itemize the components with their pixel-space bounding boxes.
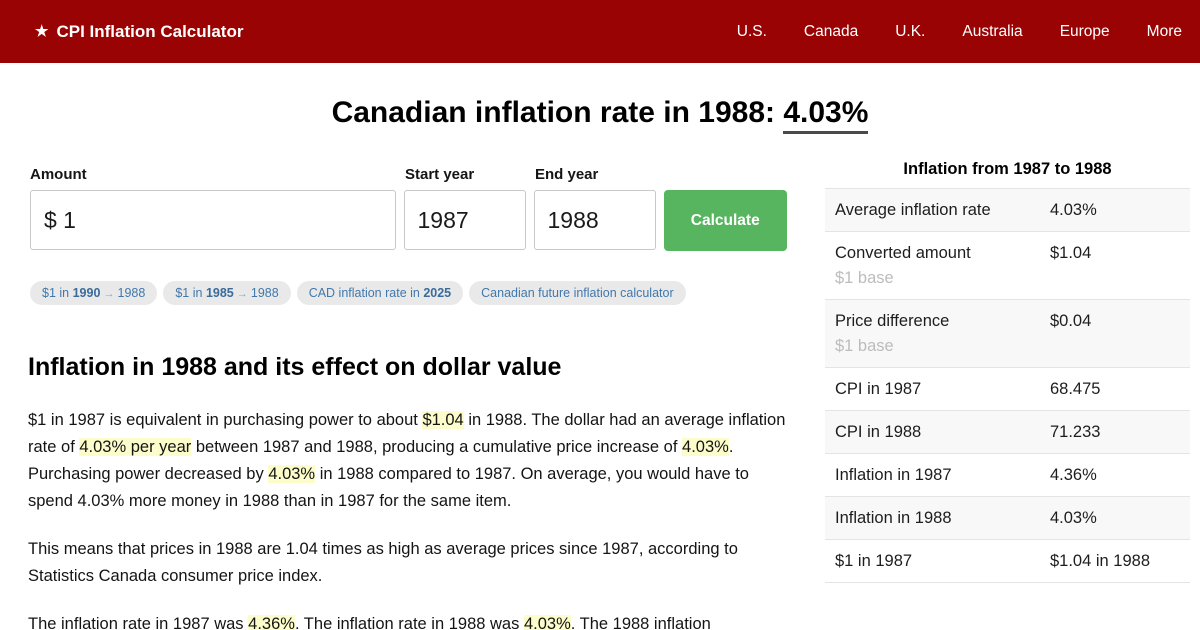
- row-label-text: Price difference: [835, 312, 950, 330]
- row-value: $1.04: [1050, 244, 1092, 262]
- text-segment: This means that prices in 1988 are 1.04 …: [28, 540, 738, 585]
- related-link-chip-3[interactable]: CAD inflation rate in 2025: [296, 281, 464, 305]
- row-label-text: CPI in 1988: [835, 423, 922, 441]
- text-segment: The inflation rate in 1987 was: [28, 615, 249, 630]
- summary-row-inflation-in-1988: Inflation in 1988 4.03%: [825, 496, 1190, 539]
- row-label: $1 in 1987: [835, 550, 1050, 572]
- highlighted-value: 4.03%: [523, 615, 571, 630]
- row-label: CPI in 1988: [835, 421, 1050, 443]
- text-segment: →: [100, 288, 118, 300]
- summary-row-1-in-1987: $1 in 1987 $1.04 in 1988: [825, 539, 1190, 582]
- text-segment: 2025: [423, 286, 452, 300]
- text-segment: . Purchasing power decreased by: [28, 438, 734, 483]
- calculator-fields: Calculate: [30, 190, 787, 251]
- highlighted-value: 4.03%: [268, 465, 316, 483]
- row-label-text: CPI in 1987: [835, 380, 922, 398]
- row-value: 71.233: [1050, 423, 1101, 441]
- highlighted-value: 4.36%: [248, 615, 295, 630]
- paragraph: $1 in 1987 is equivalent in purchasing p…: [28, 407, 790, 515]
- calculator-labels: Amount Start year End year: [30, 166, 787, 183]
- end-year-input[interactable]: [533, 190, 656, 250]
- page-title: Canadian inflation rate in 1988: 4.03%: [0, 96, 1200, 134]
- text-segment: $1 in: [42, 286, 73, 300]
- brand-home-link[interactable]: ★ CPI Inflation Calculator: [35, 22, 243, 42]
- summary-row-price-difference: Price difference $1 base $0.04: [825, 299, 1190, 367]
- row-label: Converted amount $1 base: [835, 242, 1050, 289]
- text-segment: $1 in 1987 is equivalent in purchasing p…: [28, 411, 423, 429]
- text-segment: 1990: [72, 286, 101, 300]
- related-links: $1 in 1990 → 1988 $1 in 1985 → 1988 CAD in…: [30, 281, 1200, 305]
- article-heading: Inflation in 1988 and its effect on doll…: [28, 353, 562, 381]
- end-year-label: End year: [535, 166, 599, 183]
- calculator-form: Amount Start year End year Calculate: [30, 166, 787, 251]
- nav-link-u-s[interactable]: U.S.: [736, 22, 767, 40]
- row-sublabel: $1 base: [835, 269, 894, 287]
- row-value: 4.36%: [1050, 466, 1097, 484]
- highlighted-value: 4.03%: [682, 438, 729, 456]
- row-value: $0.04: [1050, 312, 1092, 330]
- paragraph: This means that prices in 1988 are 1.04 …: [28, 536, 790, 590]
- text-segment: . The inflation rate in 1988 was: [294, 615, 524, 630]
- text-segment: 1985: [205, 286, 234, 300]
- nav-link-europe[interactable]: Europe: [1059, 22, 1110, 40]
- article-paragraphs: $1 in 1987 is equivalent in purchasing p…: [28, 407, 790, 630]
- text-segment: between 1987 and 1988, producing a cumul…: [191, 438, 683, 456]
- nav-link-canada[interactable]: Canada: [803, 22, 859, 40]
- start-year-input[interactable]: [403, 190, 526, 250]
- row-value: 68.475: [1050, 380, 1101, 398]
- nav-link-more[interactable]: More: [1146, 22, 1182, 40]
- row-value: 4.03%: [1050, 201, 1097, 219]
- start-year-label: Start year: [405, 166, 475, 183]
- text-segment: 1988: [250, 286, 279, 300]
- header-nav: U.S. Canada U.K. Australia Europe More: [737, 23, 1182, 41]
- text-segment: Canadian future inflation calculator: [481, 286, 674, 300]
- row-label: Price difference $1 base: [835, 310, 1050, 357]
- text-segment: 1988: [117, 286, 146, 300]
- row-label: Inflation in 1987: [835, 464, 1050, 486]
- highlighted-value: $1.04: [422, 411, 464, 429]
- summary-row-converted-amount: Converted amount $1 base $1.04: [825, 231, 1190, 299]
- row-label: Average inflation rate: [835, 199, 1050, 221]
- related-link-chip-2[interactable]: $1 in 1985 → 1988: [163, 281, 291, 305]
- text-segment: . The 1988 inflation: [570, 615, 711, 630]
- amount-label: Amount: [30, 166, 87, 183]
- amount-input[interactable]: [30, 190, 396, 250]
- row-label-text: Inflation in 1988: [835, 509, 952, 527]
- calculate-button[interactable]: Calculate: [663, 190, 787, 251]
- row-label-text: $1 in 1987: [835, 552, 913, 570]
- summary-row-cpi-in-1987: CPI in 1987 68.475: [825, 367, 1190, 410]
- text-segment: CAD inflation rate in: [308, 286, 424, 300]
- row-sublabel: $1 base: [835, 337, 894, 355]
- row-value: 4.03%: [1050, 509, 1097, 527]
- row-label-text: Average inflation rate: [835, 201, 991, 219]
- summary-panel: Inflation from 1987 to 1988 Average infl…: [825, 160, 1190, 583]
- related-link-chip-1[interactable]: $1 in 1990 → 1988: [30, 281, 158, 305]
- nav-link-u-k[interactable]: U.K.: [895, 22, 926, 40]
- text-segment: in 1988 compared to 1987. On average, yo…: [28, 465, 749, 510]
- row-label: CPI in 1987: [835, 378, 1050, 400]
- related-link-chip-4[interactable]: Canadian future inflation calculator: [469, 281, 686, 305]
- row-label-text: Inflation in 1987: [835, 466, 952, 484]
- row-value: $1.04 in 1988: [1050, 552, 1151, 570]
- text-segment: $1 in: [175, 286, 206, 300]
- star-icon: ★: [35, 22, 49, 40]
- summary-row-cpi-in-1988: CPI in 1988 71.233: [825, 410, 1190, 453]
- page-title-text: Canadian inflation rate in 1988:: [331, 96, 784, 129]
- article: Inflation in 1988 and its effect on doll…: [28, 353, 790, 630]
- summary-table: Average inflation rate 4.03% Converted amo…: [825, 188, 1190, 583]
- summary-row-inflation-in-1987: Inflation in 1987 4.36%: [825, 453, 1190, 496]
- row-label-text: Converted amount: [835, 244, 971, 262]
- summary-row-average-inflation-rate: Average inflation rate 4.03%: [825, 188, 1190, 231]
- text-segment: →: [233, 288, 251, 300]
- nav-link-australia[interactable]: Australia: [962, 22, 1023, 40]
- brand-title: CPI Inflation Calculator: [56, 21, 244, 41]
- summary-panel-title: Inflation from 1987 to 1988: [903, 160, 1112, 178]
- page-title-rate: 4.03%: [783, 96, 869, 134]
- paragraph: The inflation rate in 1987 was 4.36%. Th…: [28, 611, 790, 630]
- site-header: ★ CPI Inflation Calculator U.S. Canada U.K…: [0, 0, 1200, 63]
- text-segment: in 1988. The dollar had an average infla…: [28, 411, 786, 456]
- highlighted-value: 4.03% per year: [79, 438, 192, 456]
- row-label: Inflation in 1988: [835, 507, 1050, 529]
